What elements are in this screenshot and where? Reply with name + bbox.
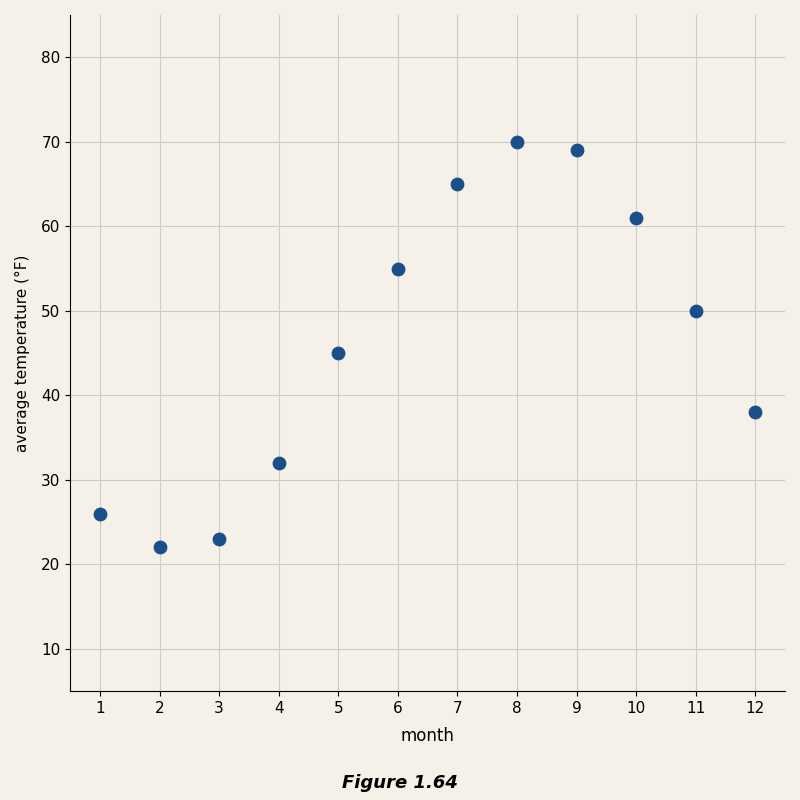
Point	[272, 457, 285, 470]
Point	[630, 211, 642, 224]
Point	[94, 507, 106, 520]
Point	[451, 178, 464, 190]
Point	[213, 533, 226, 546]
Text: Figure 1.64: Figure 1.64	[342, 774, 458, 792]
Y-axis label: average temperature (°F): average temperature (°F)	[15, 254, 30, 452]
Point	[332, 346, 345, 359]
Point	[391, 262, 404, 275]
Point	[690, 305, 702, 318]
Point	[510, 135, 523, 148]
X-axis label: month: month	[401, 727, 454, 745]
Point	[153, 541, 166, 554]
Point	[749, 406, 762, 418]
Point	[570, 144, 583, 157]
